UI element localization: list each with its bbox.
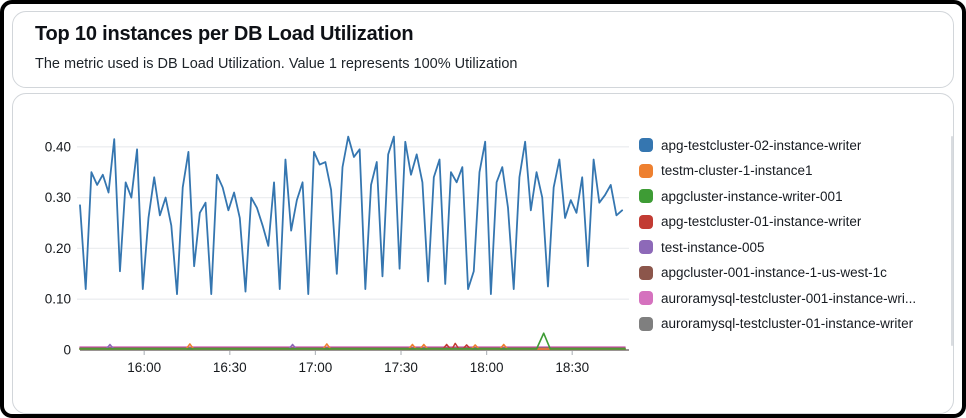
- legend-scrollbar[interactable]: [951, 136, 953, 346]
- y-tick-label: 0.10: [45, 292, 71, 307]
- series-line-apg-testcluster-01-instance-writer: [79, 342, 626, 350]
- x-tick-label: 17:00: [299, 360, 333, 375]
- y-tick-label: 0.40: [45, 139, 71, 154]
- x-tick-label: 17:30: [384, 360, 418, 375]
- db-load-line-chart[interactable]: 0.40 0.30 0.20 0.10 0 16:00 16:30 17:00 17:30 18:…: [13, 94, 633, 411]
- legend-item-label: apgcluster-001-instance-1-us-west-1c: [661, 265, 887, 280]
- y-tick-label: 0: [63, 343, 71, 358]
- series-line-apg-testcluster-02-instance-writer: [79, 135, 624, 296]
- legend-item-label: apg-testcluster-01-instance-writer: [661, 214, 862, 229]
- page-subtitle: The metric used is DB Load Utilization. …: [35, 56, 518, 72]
- legend-item-label: test-instance-005: [661, 239, 765, 255]
- title-panel: Top 10 instances per DB Load Utilization…: [12, 11, 954, 88]
- legend-swatch-icon: [639, 189, 653, 203]
- page-title: Top 10 instances per DB Load Utilization: [35, 23, 414, 45]
- series-line-apgcluster-instance-writer-001: [79, 332, 626, 350]
- legend-item-label: auroramysql-testcluster-01-instance-writ…: [661, 316, 914, 331]
- legend-swatch-icon: [639, 163, 653, 178]
- x-tick-label: 18:30: [555, 360, 589, 375]
- y-tick-label: 0.20: [45, 241, 71, 256]
- y-tick-label: 0.30: [45, 190, 71, 205]
- legend-item[interactable]: auroramysql-testcluster-01-instance-writ…: [639, 316, 951, 331]
- chart-legend: apg-testcluster-02-instance-writer testm-…: [639, 138, 951, 342]
- chart-panel: 0.40 0.30 0.20 0.10 0 16:00 16:30 17:00 17:30 18:…: [12, 93, 954, 414]
- legend-swatch-icon: [639, 214, 653, 229]
- legend-swatch-icon: [639, 291, 653, 305]
- legend-swatch-icon: [639, 240, 653, 254]
- x-tick-label: 18:00: [470, 360, 504, 375]
- x-tick-label: 16:30: [213, 360, 247, 375]
- legend-item-label: apgcluster-instance-writer-001: [661, 188, 843, 204]
- legend-item-label: testm-cluster-1-instance1: [661, 163, 813, 178]
- legend-item[interactable]: apg-testcluster-02-instance-writer: [639, 137, 951, 153]
- legend-item[interactable]: apgcluster-instance-writer-001: [639, 188, 951, 204]
- legend-item[interactable]: testm-cluster-1-instance1: [639, 163, 951, 178]
- legend-item-label: apg-testcluster-02-instance-writer: [661, 137, 862, 153]
- legend-swatch-icon: [639, 138, 653, 152]
- legend-item[interactable]: auroramysql-testcluster-001-instance-wri…: [639, 290, 951, 306]
- x-tick-label: 16:00: [127, 360, 161, 375]
- legend-item[interactable]: apgcluster-001-instance-1-us-west-1c: [639, 265, 951, 280]
- legend-item[interactable]: test-instance-005: [639, 239, 951, 255]
- legend-swatch-icon: [639, 265, 653, 280]
- legend-item-label: auroramysql-testcluster-001-instance-wri…: [661, 290, 917, 306]
- legend-swatch-icon: [639, 316, 653, 331]
- legend-item[interactable]: apg-testcluster-01-instance-writer: [639, 214, 951, 229]
